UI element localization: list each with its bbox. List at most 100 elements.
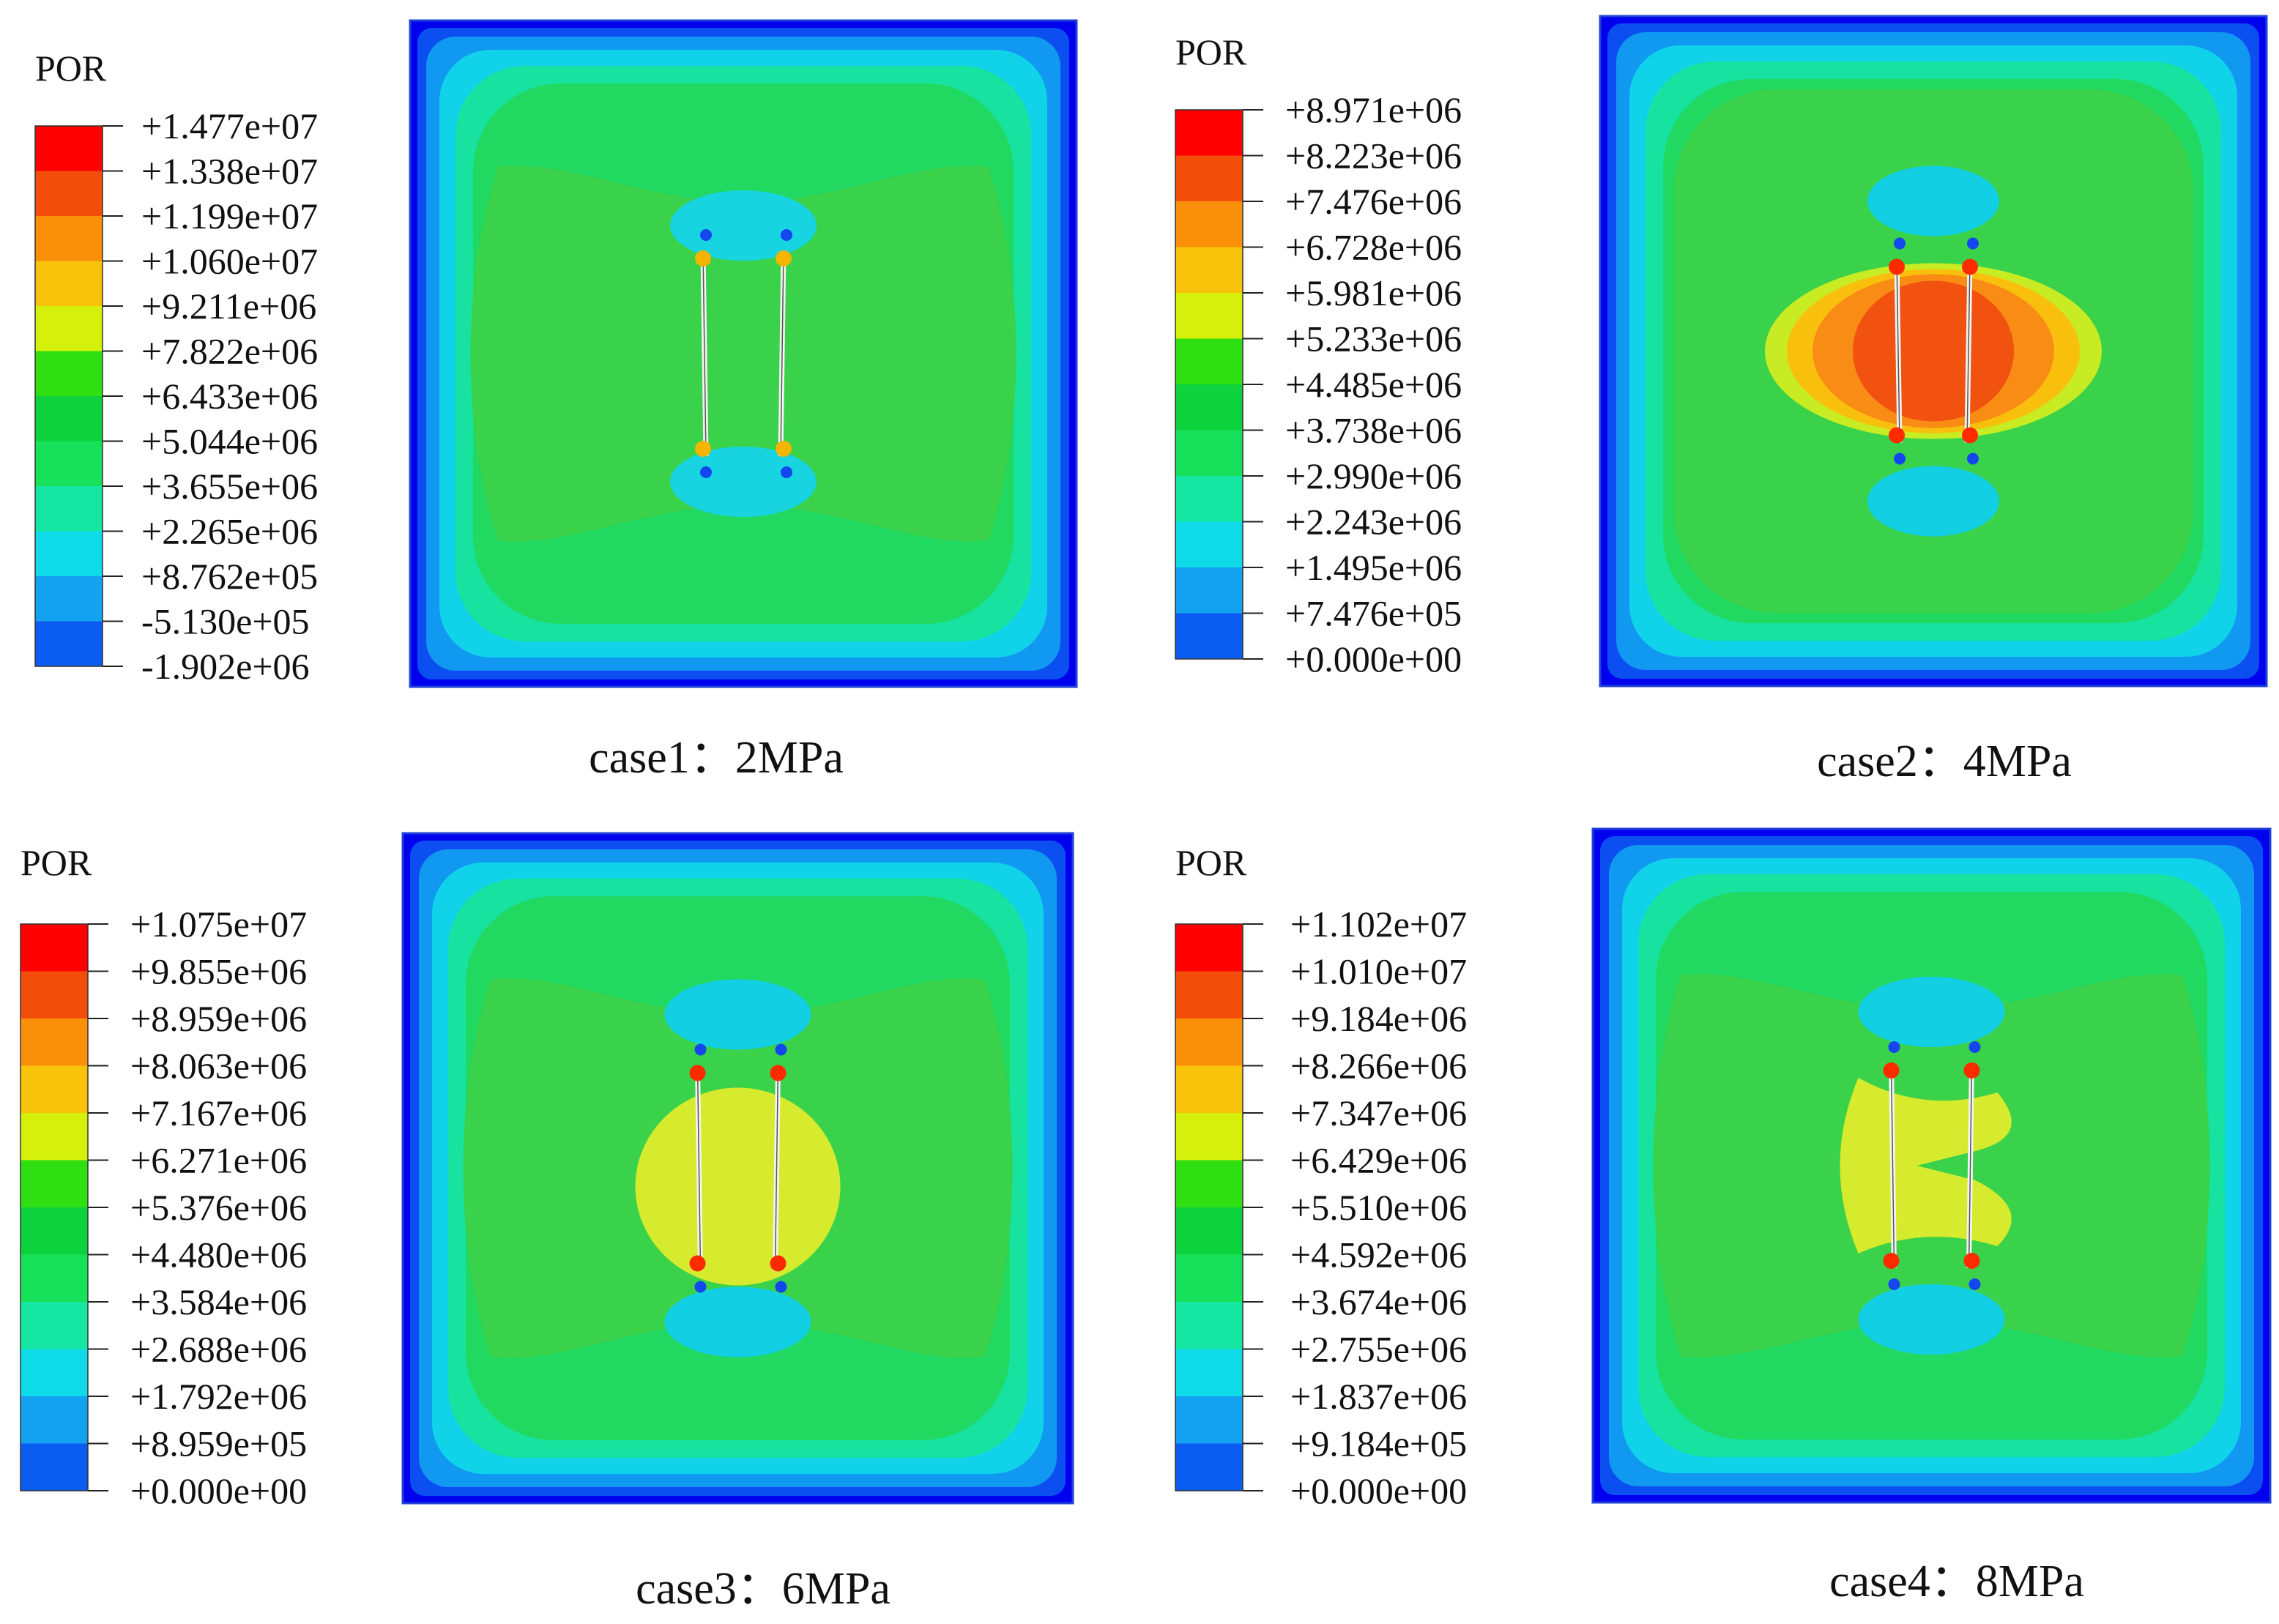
legend-tick-label: +7.822e+06 — [141, 331, 318, 372]
legend-tick-label: +5.981e+06 — [1285, 272, 1462, 313]
legend-tick-label: +3.655e+06 — [141, 466, 318, 507]
plot-border — [401, 832, 1074, 1505]
legend-tick-label: +8.762e+05 — [141, 556, 318, 597]
legend-band — [1175, 110, 1243, 156]
legend-tick-label: +5.510e+06 — [1290, 1187, 1467, 1228]
legend-band — [21, 1254, 88, 1302]
legend-band — [21, 1065, 88, 1113]
legend-band — [35, 576, 103, 622]
legend-tick-label: +3.674e+06 — [1290, 1281, 1467, 1322]
legend-tick-label: +1.338e+07 — [141, 151, 318, 192]
fracture-tip — [1889, 258, 1905, 275]
legend-band — [1175, 338, 1243, 384]
legend-band — [21, 1302, 88, 1349]
legend-tick-label: +1.792e+06 — [130, 1376, 307, 1417]
legend-tick-label: +9.211e+06 — [141, 286, 316, 327]
contour-plot — [1591, 827, 2272, 1504]
contour-field — [1653, 974, 2210, 1357]
legend-tick-label: +8.063e+06 — [130, 1046, 307, 1087]
legend-tick-label: +7.476e+06 — [1285, 181, 1462, 222]
legend-band — [1175, 1113, 1243, 1161]
legend-band — [1175, 521, 1243, 567]
legend-title: POR — [1175, 842, 1247, 883]
pressure-zone — [1853, 280, 2014, 422]
fracture-tip — [1963, 1062, 1980, 1079]
plot-border — [1599, 15, 2268, 688]
legend-tick-label: +1.837e+06 — [1290, 1376, 1467, 1417]
legend-band — [1175, 1302, 1243, 1349]
legend-tick-label: -5.130e+05 — [141, 601, 310, 642]
legend-tick-label: +5.233e+06 — [1285, 319, 1462, 360]
legend-band — [35, 531, 103, 576]
fracture-edge — [780, 250, 784, 457]
legend-band — [35, 261, 103, 306]
legend-tick-label: +1.477e+07 — [141, 105, 318, 146]
legend-band — [1175, 613, 1243, 659]
legend-band — [1175, 1254, 1243, 1302]
legend-tick-label: +1.075e+07 — [130, 904, 307, 945]
low-pressure-lobe — [664, 979, 811, 1050]
tip-minimum — [1968, 1041, 1981, 1053]
fracture-tip — [1889, 427, 1905, 444]
low-pressure-lobe — [1858, 977, 2005, 1047]
panel-caption: case4：8MPa — [1829, 1557, 2084, 1606]
legend-tick-label: +9.184e+05 — [1290, 1423, 1467, 1464]
legend-tick-label: +2.688e+06 — [130, 1329, 307, 1370]
legend-band — [1175, 1207, 1243, 1255]
legend-band — [1175, 1443, 1243, 1491]
legend-band — [35, 486, 103, 532]
legend-band — [1175, 971, 1243, 1018]
legend-band — [1175, 567, 1243, 614]
legend-tick-label: +8.959e+06 — [130, 998, 307, 1039]
legend-tick-label: +1.060e+07 — [141, 241, 318, 282]
legend-tick-label: +8.266e+06 — [1290, 1046, 1467, 1087]
tip-minimum — [781, 229, 792, 241]
legend-tick-label: +1.010e+07 — [1290, 951, 1467, 992]
fracture-edge — [1968, 1062, 1973, 1269]
legend-tick-label: +6.429e+06 — [1290, 1140, 1467, 1181]
legend-band — [1175, 247, 1243, 293]
legend-band — [21, 1349, 88, 1396]
legend-band — [1175, 293, 1243, 339]
contour-plot — [401, 832, 1074, 1505]
legend-band — [1175, 476, 1243, 522]
panel-caption: case1：2MPa — [589, 733, 844, 783]
tip-minimum — [700, 229, 712, 241]
legend-tick-label: +5.376e+06 — [130, 1187, 307, 1228]
fracture-edge — [774, 1065, 779, 1271]
fracture-tip — [1883, 1062, 1900, 1079]
tip-minimum — [775, 1281, 787, 1293]
legend-title: POR — [1175, 31, 1247, 72]
fracture-tip — [1963, 1253, 1980, 1269]
legend-tick-label: +0.000e+00 — [130, 1470, 307, 1511]
legend-tick-label: +1.199e+07 — [141, 195, 318, 236]
tip-minimum — [1967, 452, 1979, 465]
legend-tick-label: +1.102e+07 — [1290, 904, 1467, 945]
legend-band — [35, 621, 103, 666]
legend-band — [21, 1018, 88, 1066]
legend-tick-label: +6.271e+06 — [130, 1140, 307, 1181]
legend-band — [35, 396, 103, 442]
plot-border — [409, 19, 1078, 688]
legend-tick-label: +0.000e+00 — [1290, 1470, 1467, 1511]
fracture-tip — [695, 250, 711, 267]
fracture-tip — [776, 250, 792, 267]
legend-band — [35, 306, 103, 351]
tip-minimum — [1894, 237, 1906, 250]
legend-tick-label: +1.495e+06 — [1285, 547, 1462, 588]
tip-minimum — [1888, 1278, 1900, 1290]
fracture-edge — [1896, 259, 1900, 443]
legend-band — [1175, 1018, 1243, 1066]
panel-caption: case2：4MPa — [1817, 737, 2072, 786]
legend-title: POR — [21, 842, 92, 883]
legend-tick-label: +9.855e+06 — [130, 951, 307, 992]
low-pressure-lobe — [670, 190, 817, 261]
panel-caption: case3：6MPa — [636, 1564, 891, 1614]
legend-tick-label: +2.243e+06 — [1285, 502, 1462, 543]
legend-tick-label: +9.184e+06 — [1290, 998, 1467, 1039]
legend-tick-label: +4.485e+06 — [1285, 364, 1462, 405]
pressure-zone — [635, 1087, 841, 1286]
contour-plot — [409, 19, 1078, 688]
legend-tick-label: +8.223e+06 — [1285, 135, 1462, 176]
